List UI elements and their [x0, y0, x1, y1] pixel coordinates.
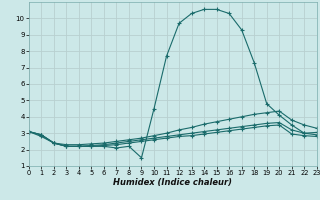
X-axis label: Humidex (Indice chaleur): Humidex (Indice chaleur): [113, 178, 232, 187]
